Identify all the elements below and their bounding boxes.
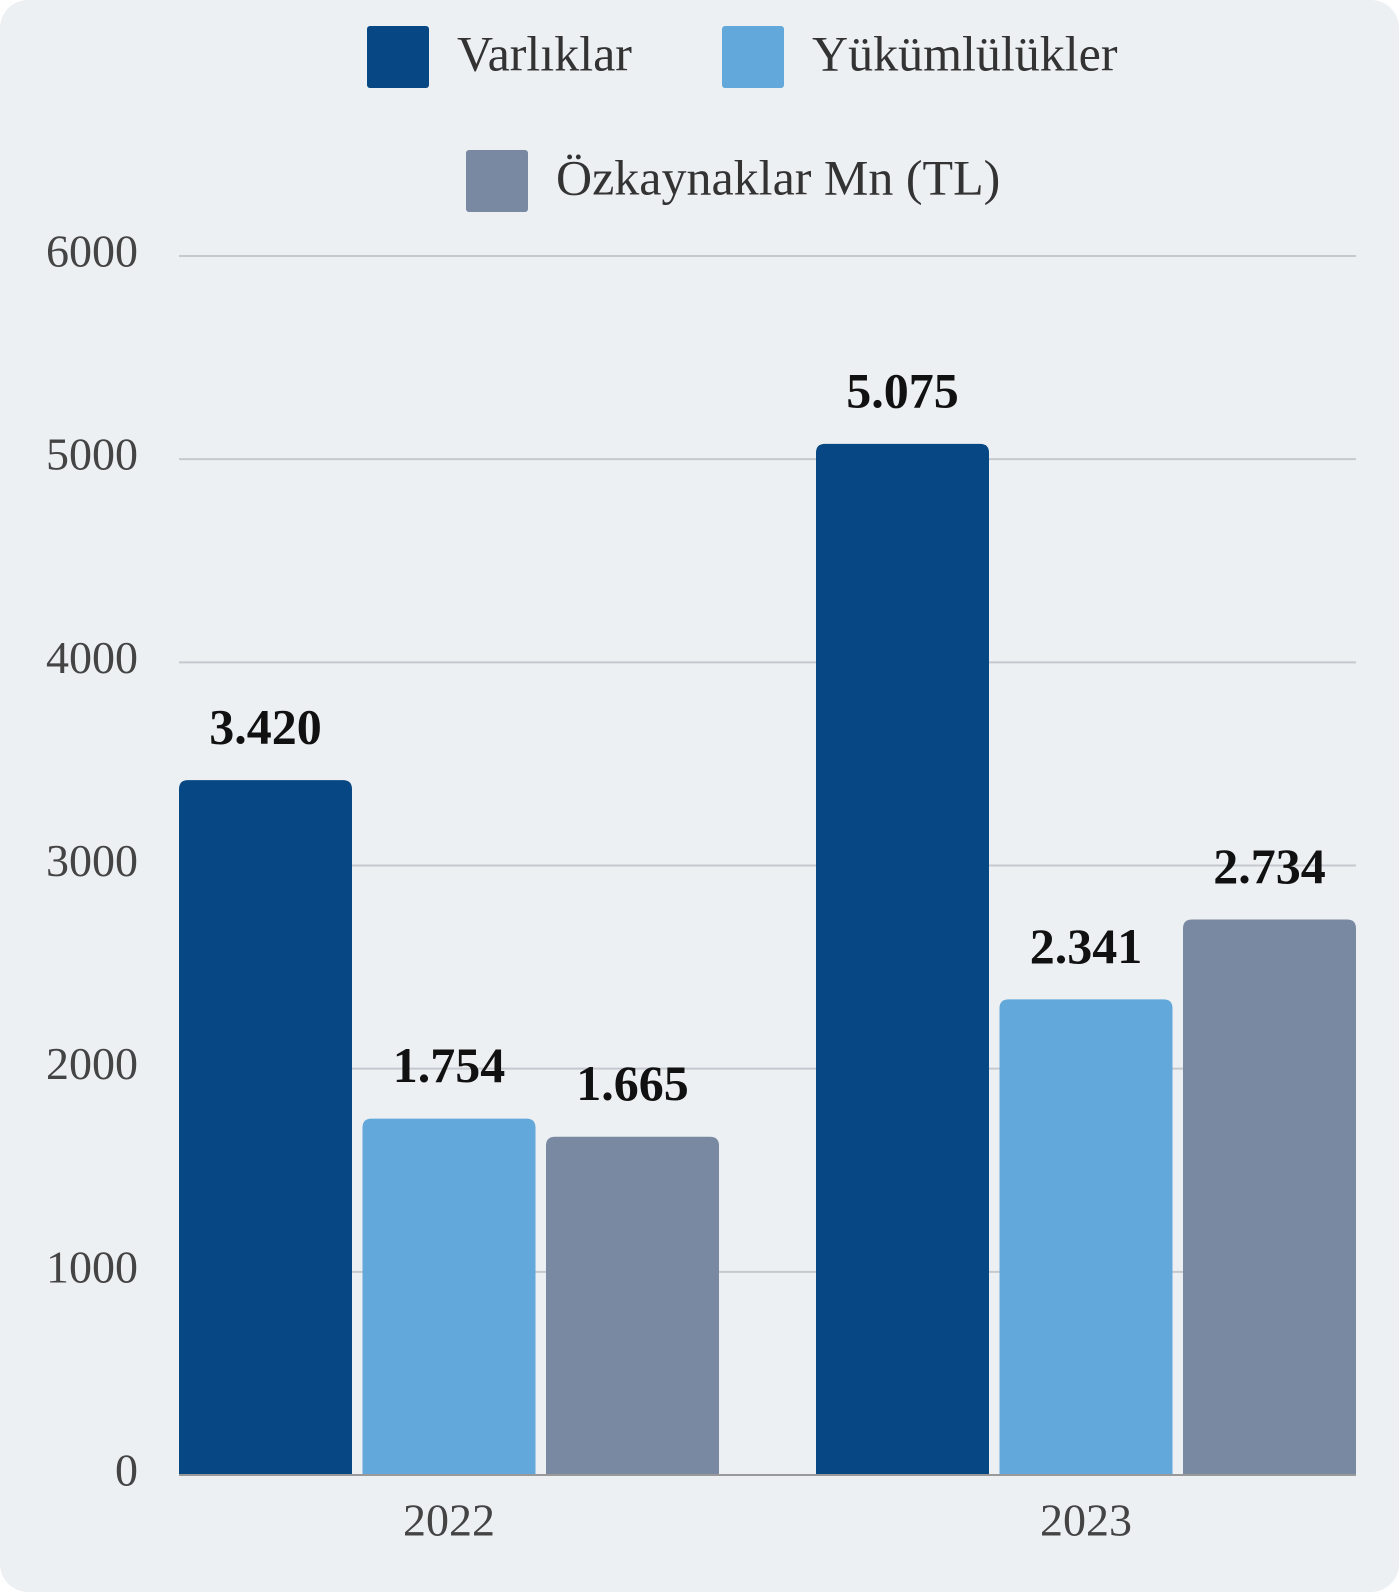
legend-swatch xyxy=(722,26,784,88)
bar xyxy=(1183,919,1356,1475)
legend-label: Varlıklar xyxy=(457,25,632,81)
bar xyxy=(179,780,352,1475)
legend-label: Yükümlülükler xyxy=(812,25,1118,81)
bar xyxy=(999,999,1173,1475)
value-label: 5.075 xyxy=(846,362,959,418)
bar xyxy=(816,443,989,1475)
legend-swatch xyxy=(466,150,528,212)
value-label: 2.734 xyxy=(1213,838,1326,894)
legend-label: Özkaynaklar Mn (TL) xyxy=(556,149,1000,205)
x-tick-label: 2022 xyxy=(403,1495,495,1546)
value-label: 1.754 xyxy=(393,1037,506,1093)
x-tick-label: 2023 xyxy=(1040,1495,1132,1546)
value-label: 3.420 xyxy=(209,699,322,755)
y-tick-label: 6000 xyxy=(46,226,138,277)
y-tick-label: 4000 xyxy=(46,632,138,683)
y-tick-label: 1000 xyxy=(46,1241,138,1292)
y-tick-label: 5000 xyxy=(46,429,138,480)
y-tick-label: 0 xyxy=(115,1445,138,1496)
bar xyxy=(362,1118,536,1475)
y-tick-label: 3000 xyxy=(46,835,138,886)
value-label: 1.665 xyxy=(576,1055,689,1111)
legend-swatch xyxy=(367,26,429,88)
y-tick-label: 2000 xyxy=(46,1038,138,1089)
bar xyxy=(546,1136,719,1475)
value-label: 2.341 xyxy=(1030,918,1143,974)
